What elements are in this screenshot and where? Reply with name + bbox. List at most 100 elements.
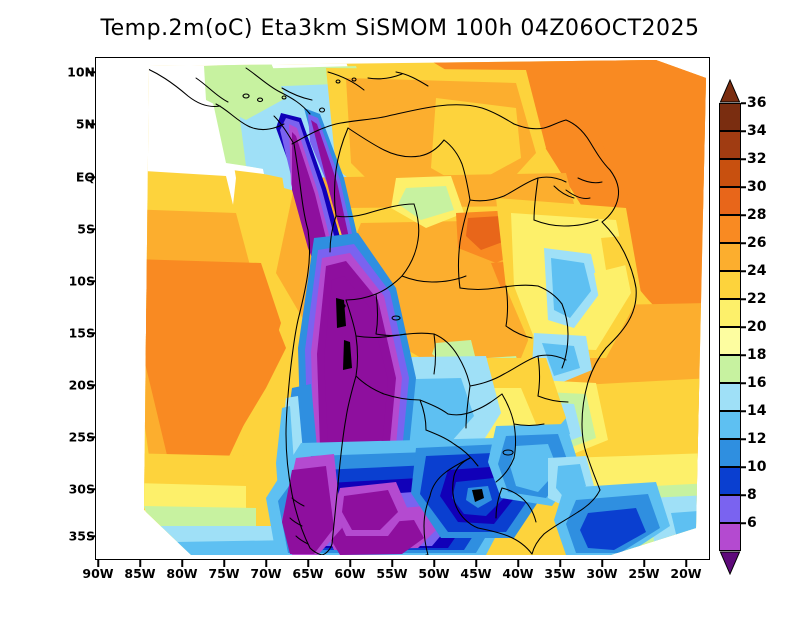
colorbar-cell [719, 103, 741, 131]
colorbar-cell [719, 383, 741, 411]
y-tickmark [88, 228, 95, 230]
colorbar-tickmark [741, 522, 746, 524]
x-tickmark [181, 560, 183, 567]
y-tickmark [88, 535, 95, 537]
x-tick-label: 80W [166, 566, 198, 581]
x-tick-label: 70W [250, 566, 282, 581]
y-tickmark [88, 176, 95, 178]
colorbar-cell [719, 159, 741, 187]
colorbar-tick-label: 6 [747, 515, 757, 531]
colorbar-tickmark [741, 354, 746, 356]
y-tickmark [88, 123, 95, 125]
colorbar-bottom-arrow [719, 551, 741, 575]
colorbar-cell [719, 243, 741, 271]
x-tickmark [433, 560, 435, 567]
y-tickmark [88, 488, 95, 490]
colorbar-cell [719, 299, 741, 327]
colorbar-tickmark [741, 186, 746, 188]
colorbar-cell [719, 215, 741, 243]
colorbar-tickmark [741, 326, 746, 328]
x-tickmark [307, 560, 309, 567]
colorbar-cell [719, 355, 741, 383]
colorbar-tickmark [741, 494, 746, 496]
colorbar-tick-label: 8 [747, 487, 757, 503]
x-tick-label: 40W [502, 566, 534, 581]
map-plot-area [95, 57, 710, 560]
colorbar-tick-label: 36 [747, 95, 767, 111]
colorbar-tick-label: 24 [747, 263, 767, 279]
x-tickmark [559, 560, 561, 567]
x-tickmark [223, 560, 225, 567]
colorbar-top-arrow [719, 79, 741, 103]
x-tick-label: 35W [544, 566, 576, 581]
x-tick-label: 85W [124, 566, 156, 581]
x-tickmark [475, 560, 477, 567]
x-tick-label: 30W [586, 566, 618, 581]
colorbar-tickmark [741, 382, 746, 384]
y-tick-label: 30S [68, 481, 95, 497]
y-tick-label: 5N [75, 116, 95, 132]
colorbar [719, 79, 741, 575]
colorbar-cell [719, 187, 741, 215]
x-tickmark [643, 560, 645, 567]
colorbar-tick-label: 32 [747, 151, 767, 167]
y-tick-label: EQ [75, 169, 95, 185]
x-tickmark [349, 560, 351, 567]
x-tick-label: 65W [292, 566, 324, 581]
colorbar-tickmark [741, 270, 746, 272]
colorbar-tickmark [741, 130, 746, 132]
x-tickmark [517, 560, 519, 567]
x-tickmark [97, 560, 99, 567]
x-tickmark [685, 560, 687, 567]
colorbar-tickmark [741, 242, 746, 244]
colorbar-tickmark [741, 466, 746, 468]
page-title: Temp.2m(oC) Eta3km SiSMOM 100h 04Z06OCT2… [100, 16, 700, 41]
x-tick-label: 55W [376, 566, 408, 581]
y-tickmark [88, 332, 95, 334]
y-tickmark [88, 280, 95, 282]
colorbar-tickmark [741, 410, 746, 412]
colorbar-cell [719, 411, 741, 439]
colorbar-cell [719, 271, 741, 299]
colorbar-cell [719, 327, 741, 355]
colorbar-tickmark [741, 158, 746, 160]
colorbar-tick-label: 28 [747, 207, 767, 223]
y-tickmark [88, 384, 95, 386]
colorbar-tick-label: 10 [747, 459, 767, 475]
colorbar-tick-label: 30 [747, 179, 767, 195]
x-tickmark [265, 560, 267, 567]
colorbar-tickmark [741, 438, 746, 440]
x-tick-label: 50W [418, 566, 450, 581]
x-tick-label: 20W [670, 566, 702, 581]
y-tick-label: 5S [77, 221, 95, 237]
y-tickmark [88, 71, 95, 73]
x-tick-label: 90W [82, 566, 114, 581]
y-tick-label: 15S [68, 325, 95, 341]
colorbar-tickmark [741, 214, 746, 216]
colorbar-tick-label: 34 [747, 123, 767, 139]
x-tickmark [601, 560, 603, 567]
colorbar-tick-label: 16 [747, 375, 767, 391]
temperature-field [144, 60, 706, 555]
colorbar-tick-label: 20 [747, 319, 767, 335]
colorbar-tickmark [741, 102, 746, 104]
y-tick-label: 10N [67, 64, 95, 80]
x-tick-label: 45W [460, 566, 492, 581]
colorbar-cell [719, 495, 741, 523]
colorbar-tick-label: 26 [747, 235, 767, 251]
y-tick-label: 10S [68, 273, 95, 289]
colorbar-cell [719, 467, 741, 495]
colorbar-tick-label: 22 [747, 291, 767, 307]
colorbar-cell [719, 523, 741, 551]
colorbar-tickmark [741, 298, 746, 300]
x-tick-label: 60W [334, 566, 366, 581]
map-clip [96, 58, 709, 559]
y-tick-label: 25S [68, 429, 95, 445]
colorbar-tick-label: 18 [747, 347, 767, 363]
colorbar-cell [719, 439, 741, 467]
x-tick-label: 25W [628, 566, 660, 581]
x-tickmark [391, 560, 393, 567]
colorbar-tick-label: 14 [747, 403, 767, 419]
x-tickmark [139, 560, 141, 567]
colorbar-tick-label: 12 [747, 431, 767, 447]
